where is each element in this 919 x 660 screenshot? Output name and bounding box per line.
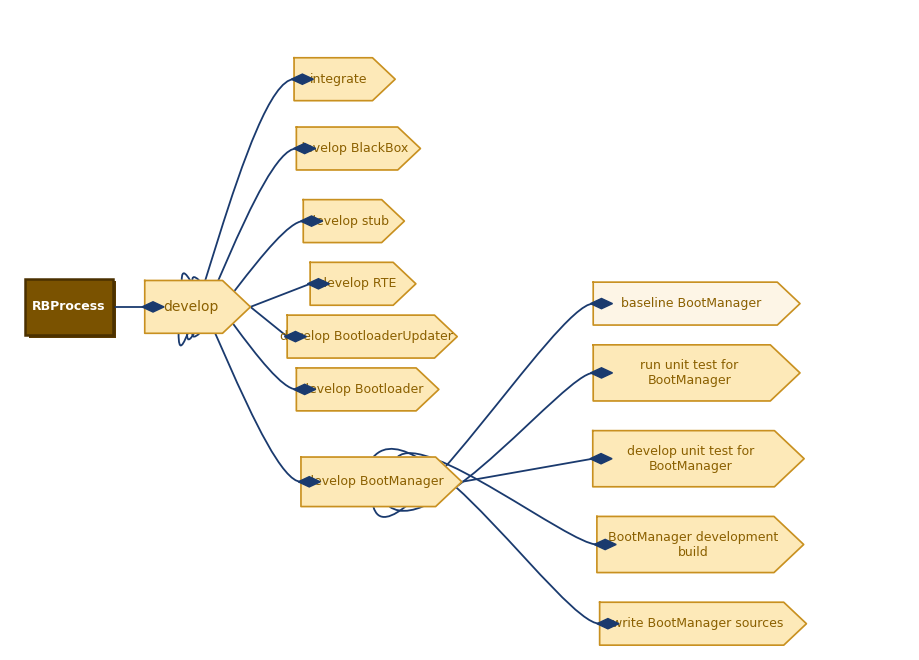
Polygon shape	[294, 58, 395, 100]
Polygon shape	[590, 368, 613, 378]
Text: run unit test for
BootManager: run unit test for BootManager	[640, 359, 738, 387]
Polygon shape	[597, 618, 619, 629]
Polygon shape	[593, 431, 804, 487]
Text: develop BlackBox: develop BlackBox	[297, 142, 408, 155]
Polygon shape	[594, 282, 800, 325]
Text: write BootManager sources: write BootManager sources	[612, 617, 783, 630]
Polygon shape	[298, 477, 321, 487]
Text: develop: develop	[163, 300, 219, 314]
Polygon shape	[590, 453, 612, 464]
Polygon shape	[291, 74, 313, 84]
Text: develop Bootloader: develop Bootloader	[301, 383, 423, 396]
Polygon shape	[294, 384, 316, 395]
Polygon shape	[142, 302, 165, 312]
Text: develop BootManager: develop BootManager	[306, 475, 444, 488]
Polygon shape	[301, 457, 461, 507]
Text: develop BootloaderUpdater: develop BootloaderUpdater	[280, 330, 453, 343]
Polygon shape	[597, 516, 803, 573]
Text: integrate: integrate	[311, 73, 368, 86]
Bar	[29, 281, 116, 337]
Text: RBProcess: RBProcess	[32, 300, 106, 314]
Text: develop RTE: develop RTE	[319, 277, 396, 290]
Polygon shape	[311, 263, 415, 305]
Polygon shape	[296, 368, 439, 411]
Polygon shape	[296, 127, 421, 170]
Polygon shape	[285, 331, 307, 342]
Text: develop stub: develop stub	[308, 214, 389, 228]
Polygon shape	[294, 143, 316, 154]
Polygon shape	[301, 216, 323, 226]
Text: baseline BootManager: baseline BootManager	[621, 297, 761, 310]
Polygon shape	[303, 199, 404, 242]
Polygon shape	[287, 315, 458, 358]
Polygon shape	[145, 280, 250, 333]
Text: develop unit test for
BootManager: develop unit test for BootManager	[628, 445, 754, 473]
Polygon shape	[307, 279, 330, 289]
Polygon shape	[594, 345, 800, 401]
Polygon shape	[599, 602, 807, 645]
Polygon shape	[594, 539, 616, 550]
Text: BootManager development
build: BootManager development build	[607, 531, 778, 558]
Bar	[25, 279, 112, 335]
Polygon shape	[590, 298, 613, 309]
